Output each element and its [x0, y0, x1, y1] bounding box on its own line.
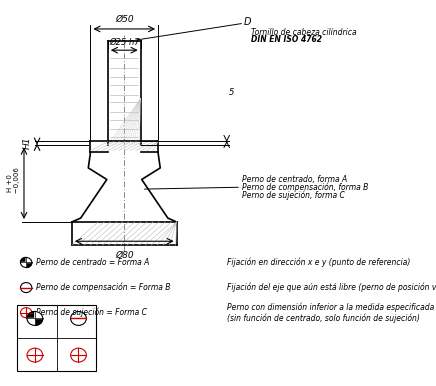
Text: Perno de centrado, forma A: Perno de centrado, forma A	[242, 175, 347, 184]
Text: Fijación del eje que aún está libre (perno de posición variable): Fijación del eje que aún está libre (per…	[227, 283, 436, 292]
Wedge shape	[20, 262, 26, 267]
Text: Ø25 h7: Ø25 h7	[109, 38, 140, 47]
Wedge shape	[26, 262, 32, 267]
Text: H +0
   −0,006: H +0 −0,006	[7, 167, 20, 200]
Text: D: D	[244, 17, 252, 27]
Wedge shape	[27, 318, 35, 325]
Wedge shape	[35, 318, 43, 325]
Text: H1: H1	[23, 137, 32, 149]
Text: Perno de compensación = Forma B: Perno de compensación = Forma B	[36, 283, 170, 292]
Text: Perno de compensación, forma B: Perno de compensación, forma B	[242, 183, 368, 192]
Text: Perno de sujeción, forma C: Perno de sujeción, forma C	[242, 190, 345, 200]
Text: Ø80: Ø80	[115, 251, 133, 260]
Text: Tornillo de cabeza cilíndrica: Tornillo de cabeza cilíndrica	[251, 28, 356, 37]
Wedge shape	[27, 312, 35, 318]
Text: Perno de sujeción = Forma C: Perno de sujeción = Forma C	[36, 308, 147, 317]
Wedge shape	[20, 257, 26, 262]
Wedge shape	[26, 257, 32, 262]
Wedge shape	[35, 312, 43, 318]
Text: Ø50: Ø50	[115, 15, 133, 24]
Text: Perno con dimensión inferior a la medida especificada
(sin función de centrado, : Perno con dimensión inferior a la medida…	[227, 302, 434, 323]
Text: 5: 5	[229, 88, 234, 97]
Text: DIN EN ISO 4762: DIN EN ISO 4762	[251, 35, 322, 44]
Text: Fijación en dirección x e y (punto de referencia): Fijación en dirección x e y (punto de re…	[227, 258, 410, 267]
Text: Perno de centrado = Forma A: Perno de centrado = Forma A	[36, 258, 149, 267]
FancyBboxPatch shape	[17, 305, 96, 371]
